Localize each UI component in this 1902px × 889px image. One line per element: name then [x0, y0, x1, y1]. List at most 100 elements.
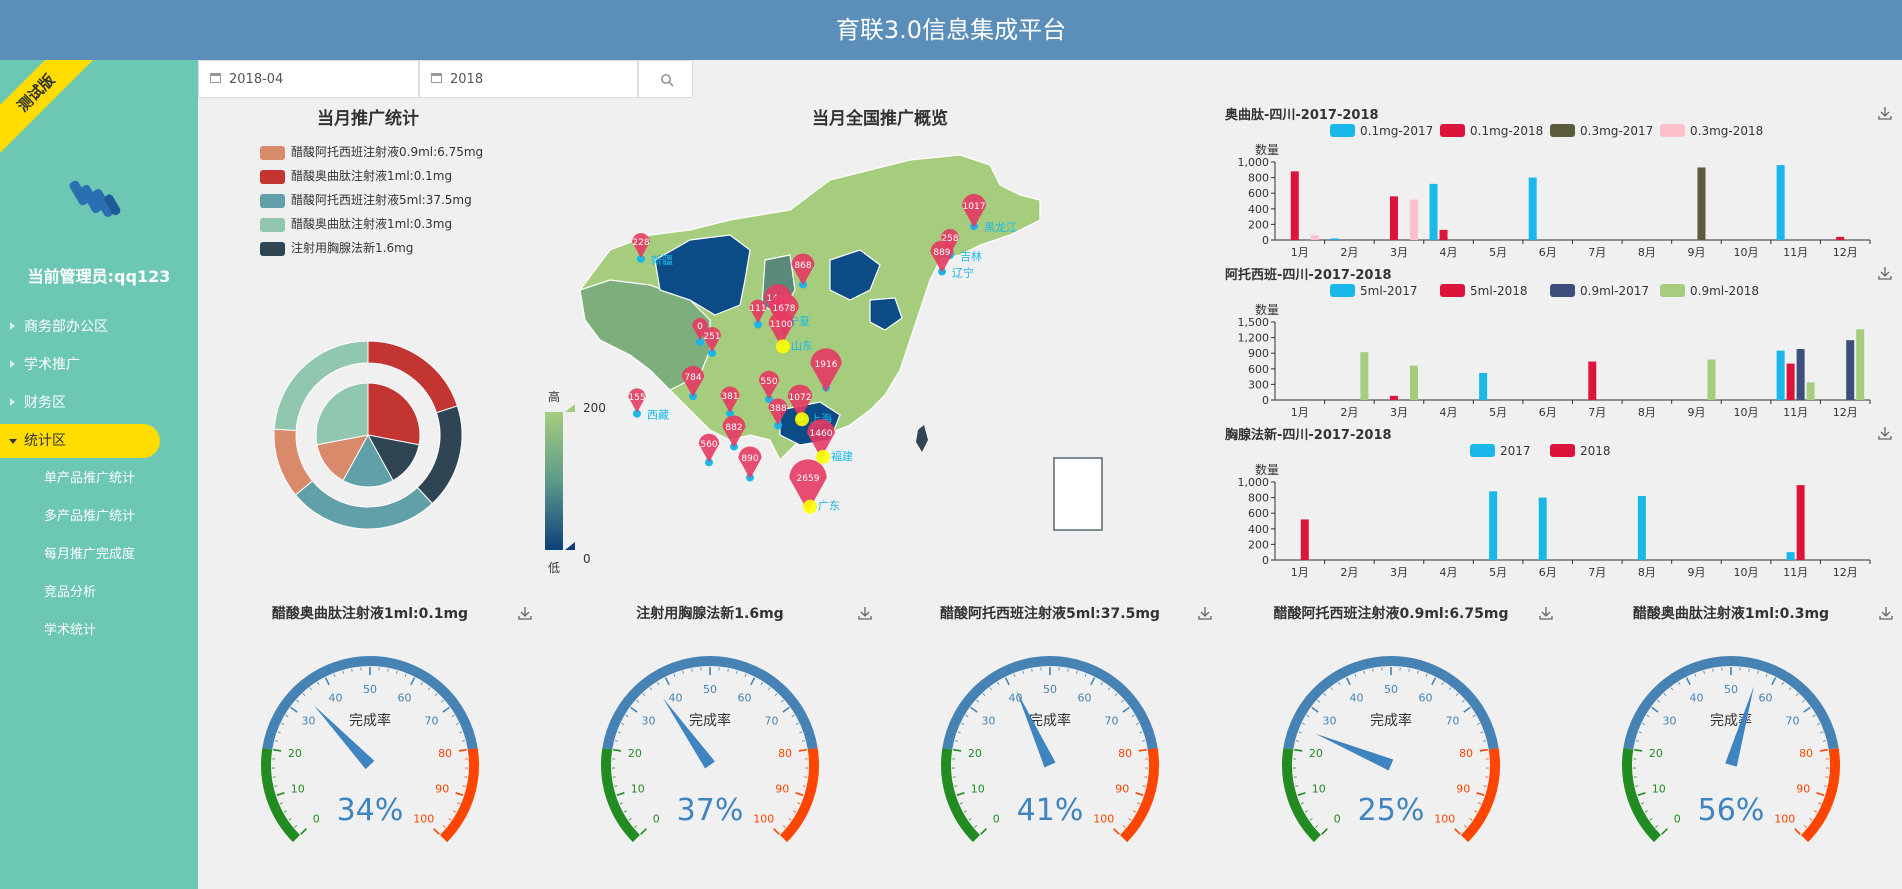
- download-icon[interactable]: [1539, 606, 1553, 620]
- sidebar-item-business-office[interactable]: 商务部办公区: [0, 308, 198, 346]
- month-picker[interactable]: 2018-04: [198, 60, 419, 98]
- bar[interactable]: [1360, 352, 1369, 400]
- map-marker[interactable]: 560: [698, 433, 720, 467]
- map-marker[interactable]: 868: [791, 253, 815, 289]
- map-marker[interactable]: 388: [768, 398, 788, 430]
- pie-inner-slice[interactable]: [342, 433, 394, 488]
- map-region-taiwan[interactable]: [916, 425, 928, 452]
- bar[interactable]: [1409, 199, 1418, 240]
- map-marker[interactable]: 2659 广东: [789, 459, 840, 514]
- bar[interactable]: [1796, 485, 1805, 560]
- bar-legend-item[interactable]: 0.1mg-2018: [1440, 124, 1543, 138]
- download-icon[interactable]: [1879, 606, 1893, 620]
- bar-legend-item[interactable]: 0.9ml-2018: [1660, 284, 1759, 298]
- map-marker[interactable]: 890: [738, 446, 762, 482]
- sidebar-subitem-academic-stats[interactable]: 学术统计: [44, 623, 97, 638]
- bar[interactable]: [1479, 372, 1488, 400]
- download-icon[interactable]: [1878, 106, 1892, 120]
- bar[interactable]: [1489, 491, 1498, 560]
- bar[interactable]: [1697, 167, 1706, 240]
- gauge-title: 醋酸奥曲肽注射液1ml:0.3mg: [1632, 606, 1830, 622]
- pie-legend-item[interactable]: 醋酸奥曲肽注射液1ml:0.1mg: [260, 168, 452, 184]
- gauge-tick-label: 90: [775, 782, 789, 795]
- bar-legend-item[interactable]: 0.3mg-2018: [1660, 124, 1763, 138]
- bar[interactable]: [1588, 361, 1597, 400]
- bar[interactable]: [1796, 349, 1805, 400]
- bar[interactable]: [1389, 196, 1398, 240]
- bar-xtick-label: 5月: [1489, 566, 1507, 579]
- map-marker[interactable]: 784: [681, 365, 705, 401]
- map-region-qinghai[interactable]: [654, 234, 751, 316]
- search-button[interactable]: [638, 60, 693, 98]
- bar[interactable]: [1300, 519, 1309, 560]
- map-marker[interactable]: 111: [749, 299, 767, 329]
- bar[interactable]: [1409, 365, 1418, 400]
- bar-legend-item[interactable]: 0.1mg-2017: [1330, 124, 1433, 138]
- bar-legend-item[interactable]: 2017: [1470, 444, 1531, 458]
- map-region-jiangsu[interactable]: [869, 297, 903, 331]
- bar[interactable]: [1776, 165, 1785, 240]
- bar[interactable]: [1776, 350, 1785, 400]
- download-icon[interactable]: [858, 606, 872, 620]
- year-picker[interactable]: 2018: [419, 60, 638, 98]
- map-marker[interactable]: 0: [692, 318, 708, 346]
- sidebar-item-academic-promotion[interactable]: 学术推广: [0, 346, 198, 384]
- map-marker[interactable]: 1017 黑龙江: [961, 193, 1017, 234]
- bar[interactable]: [1538, 497, 1547, 560]
- map-marker[interactable]: 1100 山东: [768, 311, 813, 354]
- bar[interactable]: [1439, 229, 1448, 240]
- bar[interactable]: [1310, 235, 1319, 240]
- map-marker[interactable]: 882: [722, 415, 746, 451]
- pie-outer-slice[interactable]: [273, 428, 314, 496]
- bar[interactable]: [1290, 171, 1299, 240]
- pie-legend-item[interactable]: 注射用胸腺法新1.6mg: [260, 240, 413, 256]
- bar[interactable]: [1330, 238, 1339, 240]
- map-region-beijing-tianjin[interactable]: [829, 249, 881, 301]
- bar[interactable]: [1389, 395, 1398, 400]
- sidebar-subitem-monthly-completion[interactable]: 每月推广完成度: [44, 547, 136, 562]
- scale-min-label: 0: [583, 552, 591, 566]
- pie-outer-slice[interactable]: [294, 480, 434, 530]
- bar-legend-item[interactable]: 5ml-2017: [1330, 284, 1418, 298]
- download-icon[interactable]: [1878, 266, 1892, 280]
- download-icon[interactable]: [1878, 426, 1892, 440]
- sidebar-subitem-multi-product[interactable]: 多产品推广统计: [44, 509, 136, 524]
- bar[interactable]: [1846, 340, 1855, 400]
- download-icon[interactable]: [518, 606, 532, 620]
- pie-inner-slice[interactable]: [315, 382, 369, 446]
- bar[interactable]: [1856, 329, 1865, 400]
- pie-inner-slice[interactable]: [367, 382, 421, 446]
- sidebar-item-finance[interactable]: 财务区: [0, 384, 198, 422]
- bar[interactable]: [1786, 363, 1795, 400]
- pie-legend-item[interactable]: 醋酸奥曲肽注射液1ml:0.3mg: [260, 216, 452, 232]
- map-marker[interactable]: 1916: [810, 348, 842, 393]
- download-icon[interactable]: [1198, 606, 1212, 620]
- bar-legend-item[interactable]: 0.3mg-2017: [1550, 124, 1653, 138]
- gauge-needle: [1725, 686, 1754, 767]
- bar[interactable]: [1786, 552, 1795, 560]
- pie-outer-slice[interactable]: [416, 405, 463, 505]
- map-marker[interactable]: 251: [702, 326, 722, 358]
- bar-xtick-label: 4月: [1440, 406, 1458, 419]
- bar-legend-item[interactable]: 2018: [1550, 444, 1611, 458]
- bar[interactable]: [1806, 382, 1815, 400]
- bar-legend-item[interactable]: 5ml-2018: [1440, 284, 1528, 298]
- bar[interactable]: [1836, 236, 1845, 240]
- map-marker[interactable]: 1460 福建: [807, 419, 853, 464]
- map-marker[interactable]: 550: [758, 370, 780, 404]
- bar[interactable]: [1528, 177, 1537, 240]
- map-marker[interactable]: 381: [720, 386, 740, 418]
- bar-legend-item[interactable]: 0.9ml-2017: [1550, 284, 1649, 298]
- bar[interactable]: [1429, 183, 1438, 240]
- sidebar-item-statistics[interactable]: 统计区: [0, 424, 160, 458]
- sidebar-subitem-competitor-analysis[interactable]: 竞品分析: [44, 585, 97, 600]
- pie-legend-item[interactable]: 醋酸阿托西班注射液0.9ml:6.75mg: [260, 144, 483, 160]
- bar[interactable]: [1637, 496, 1646, 560]
- sidebar-subitem-single-product[interactable]: 单产品推广统计: [44, 471, 136, 486]
- pie-outer-slice[interactable]: [273, 340, 369, 432]
- pie-legend-item[interactable]: 醋酸阿托西班注射液5ml:37.5mg: [260, 192, 472, 208]
- bar[interactable]: [1707, 359, 1716, 400]
